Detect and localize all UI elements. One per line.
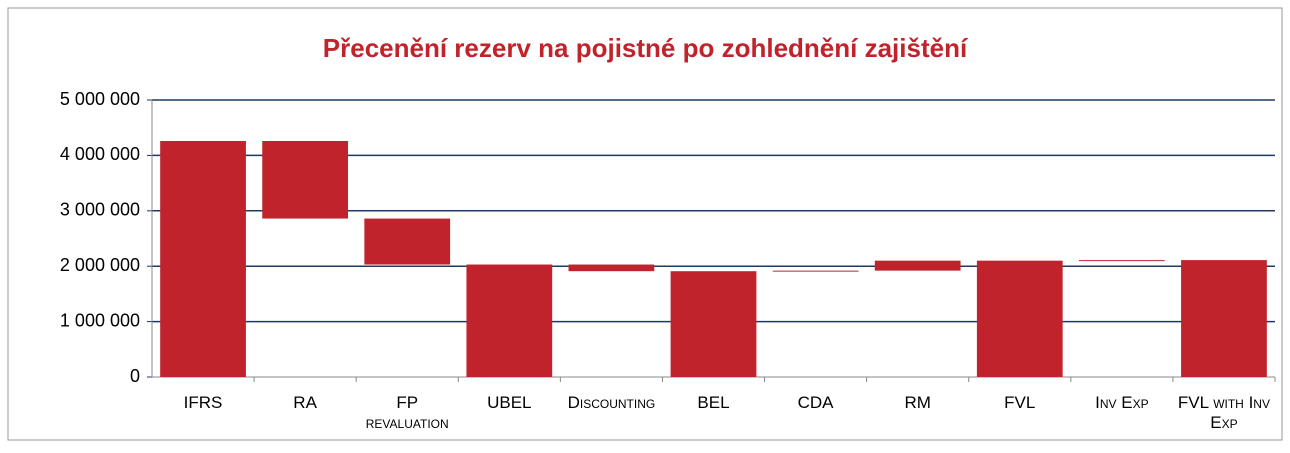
y-tick-label: 2 000 000 <box>60 255 140 275</box>
y-tick-label: 1 000 000 <box>60 310 140 330</box>
x-tick-label: IFRS <box>183 393 223 412</box>
bar <box>670 271 757 377</box>
x-tick-label: BEL <box>697 393 730 412</box>
bar <box>160 140 246 377</box>
x-tick-label: Discounting <box>567 393 656 412</box>
x-tick-label: RA <box>293 393 317 412</box>
bar <box>772 270 859 272</box>
bar <box>466 264 553 377</box>
y-tick-label: 4 000 000 <box>60 144 140 164</box>
y-tick-label: 3 000 000 <box>60 200 140 220</box>
x-tick-label: RM <box>904 393 931 412</box>
x-tick-label: Inv Exp <box>1095 393 1149 412</box>
x-tick-label: CDA <box>797 393 834 412</box>
x-tick-label: UBEL <box>487 393 532 412</box>
x-tick-label: FVL with Inv Exp <box>1177 393 1270 432</box>
frame-border <box>7 7 1283 441</box>
y-tick-label: 5 000 000 <box>60 89 140 109</box>
bar <box>262 140 349 219</box>
bar <box>568 264 655 272</box>
y-tick-label: 0 <box>130 366 140 386</box>
bar <box>1078 260 1165 262</box>
x-tick-label: FP revaluation <box>365 393 449 432</box>
x-tick-label: FVL <box>1004 393 1036 412</box>
bar <box>874 260 961 271</box>
bar <box>364 218 451 265</box>
chart-title: Přecenění rezerv na pojistné po zohledně… <box>323 33 968 63</box>
bar <box>1181 260 1267 377</box>
bar <box>976 260 1063 377</box>
